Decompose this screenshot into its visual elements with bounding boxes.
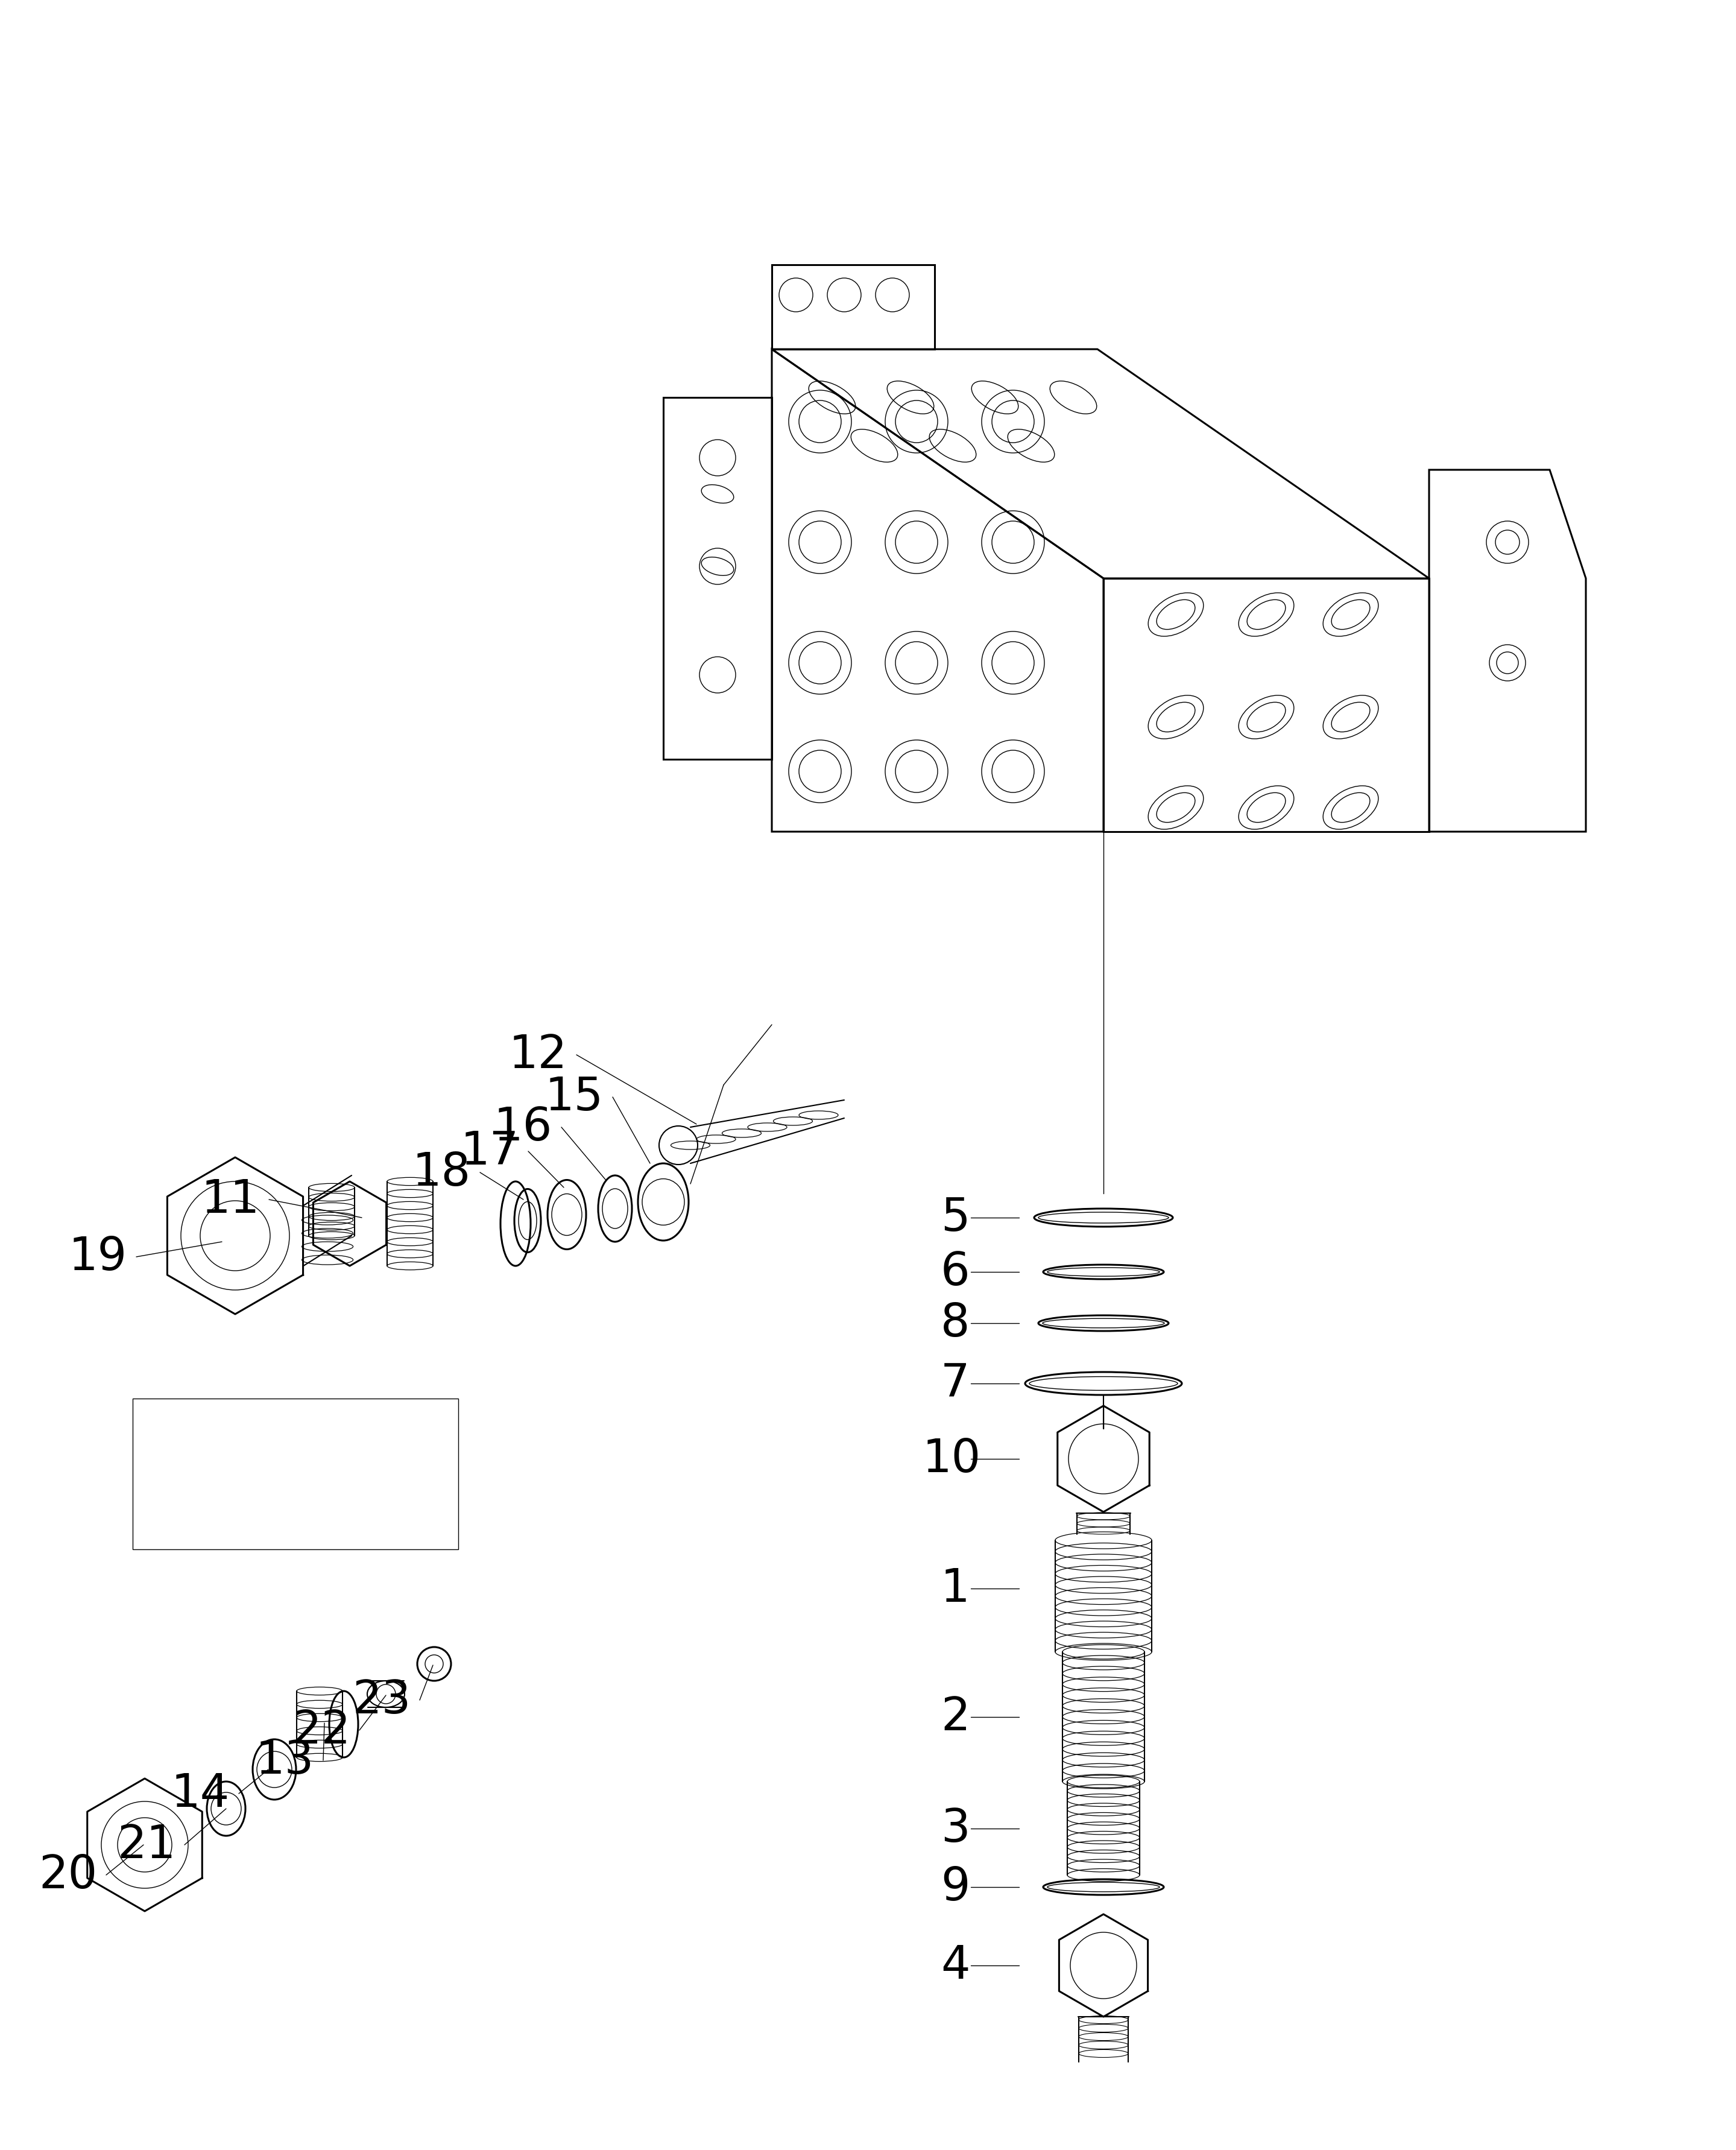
Text: 14: 14: [172, 1772, 229, 1817]
Text: 11: 11: [201, 1178, 260, 1221]
Text: 3: 3: [941, 1806, 970, 1851]
Text: 19: 19: [69, 1234, 127, 1279]
Text: 15: 15: [545, 1075, 604, 1120]
Text: 13: 13: [255, 1737, 314, 1782]
Text: 18: 18: [413, 1150, 470, 1195]
Text: 1: 1: [941, 1567, 970, 1610]
Text: 20: 20: [38, 1853, 97, 1898]
Text: 9: 9: [941, 1864, 970, 1909]
Text: 2: 2: [941, 1694, 970, 1739]
Text: 17: 17: [460, 1129, 519, 1174]
Text: 22: 22: [292, 1707, 351, 1752]
Text: 12: 12: [509, 1032, 568, 1077]
Text: 10: 10: [922, 1436, 981, 1481]
Text: 5: 5: [941, 1195, 970, 1241]
Text: 6: 6: [941, 1249, 970, 1294]
Text: 8: 8: [941, 1301, 970, 1346]
Text: 23: 23: [352, 1677, 411, 1722]
Text: 21: 21: [116, 1823, 175, 1866]
Text: 7: 7: [941, 1361, 970, 1406]
Text: 4: 4: [941, 1944, 970, 1989]
Text: 16: 16: [493, 1105, 552, 1150]
